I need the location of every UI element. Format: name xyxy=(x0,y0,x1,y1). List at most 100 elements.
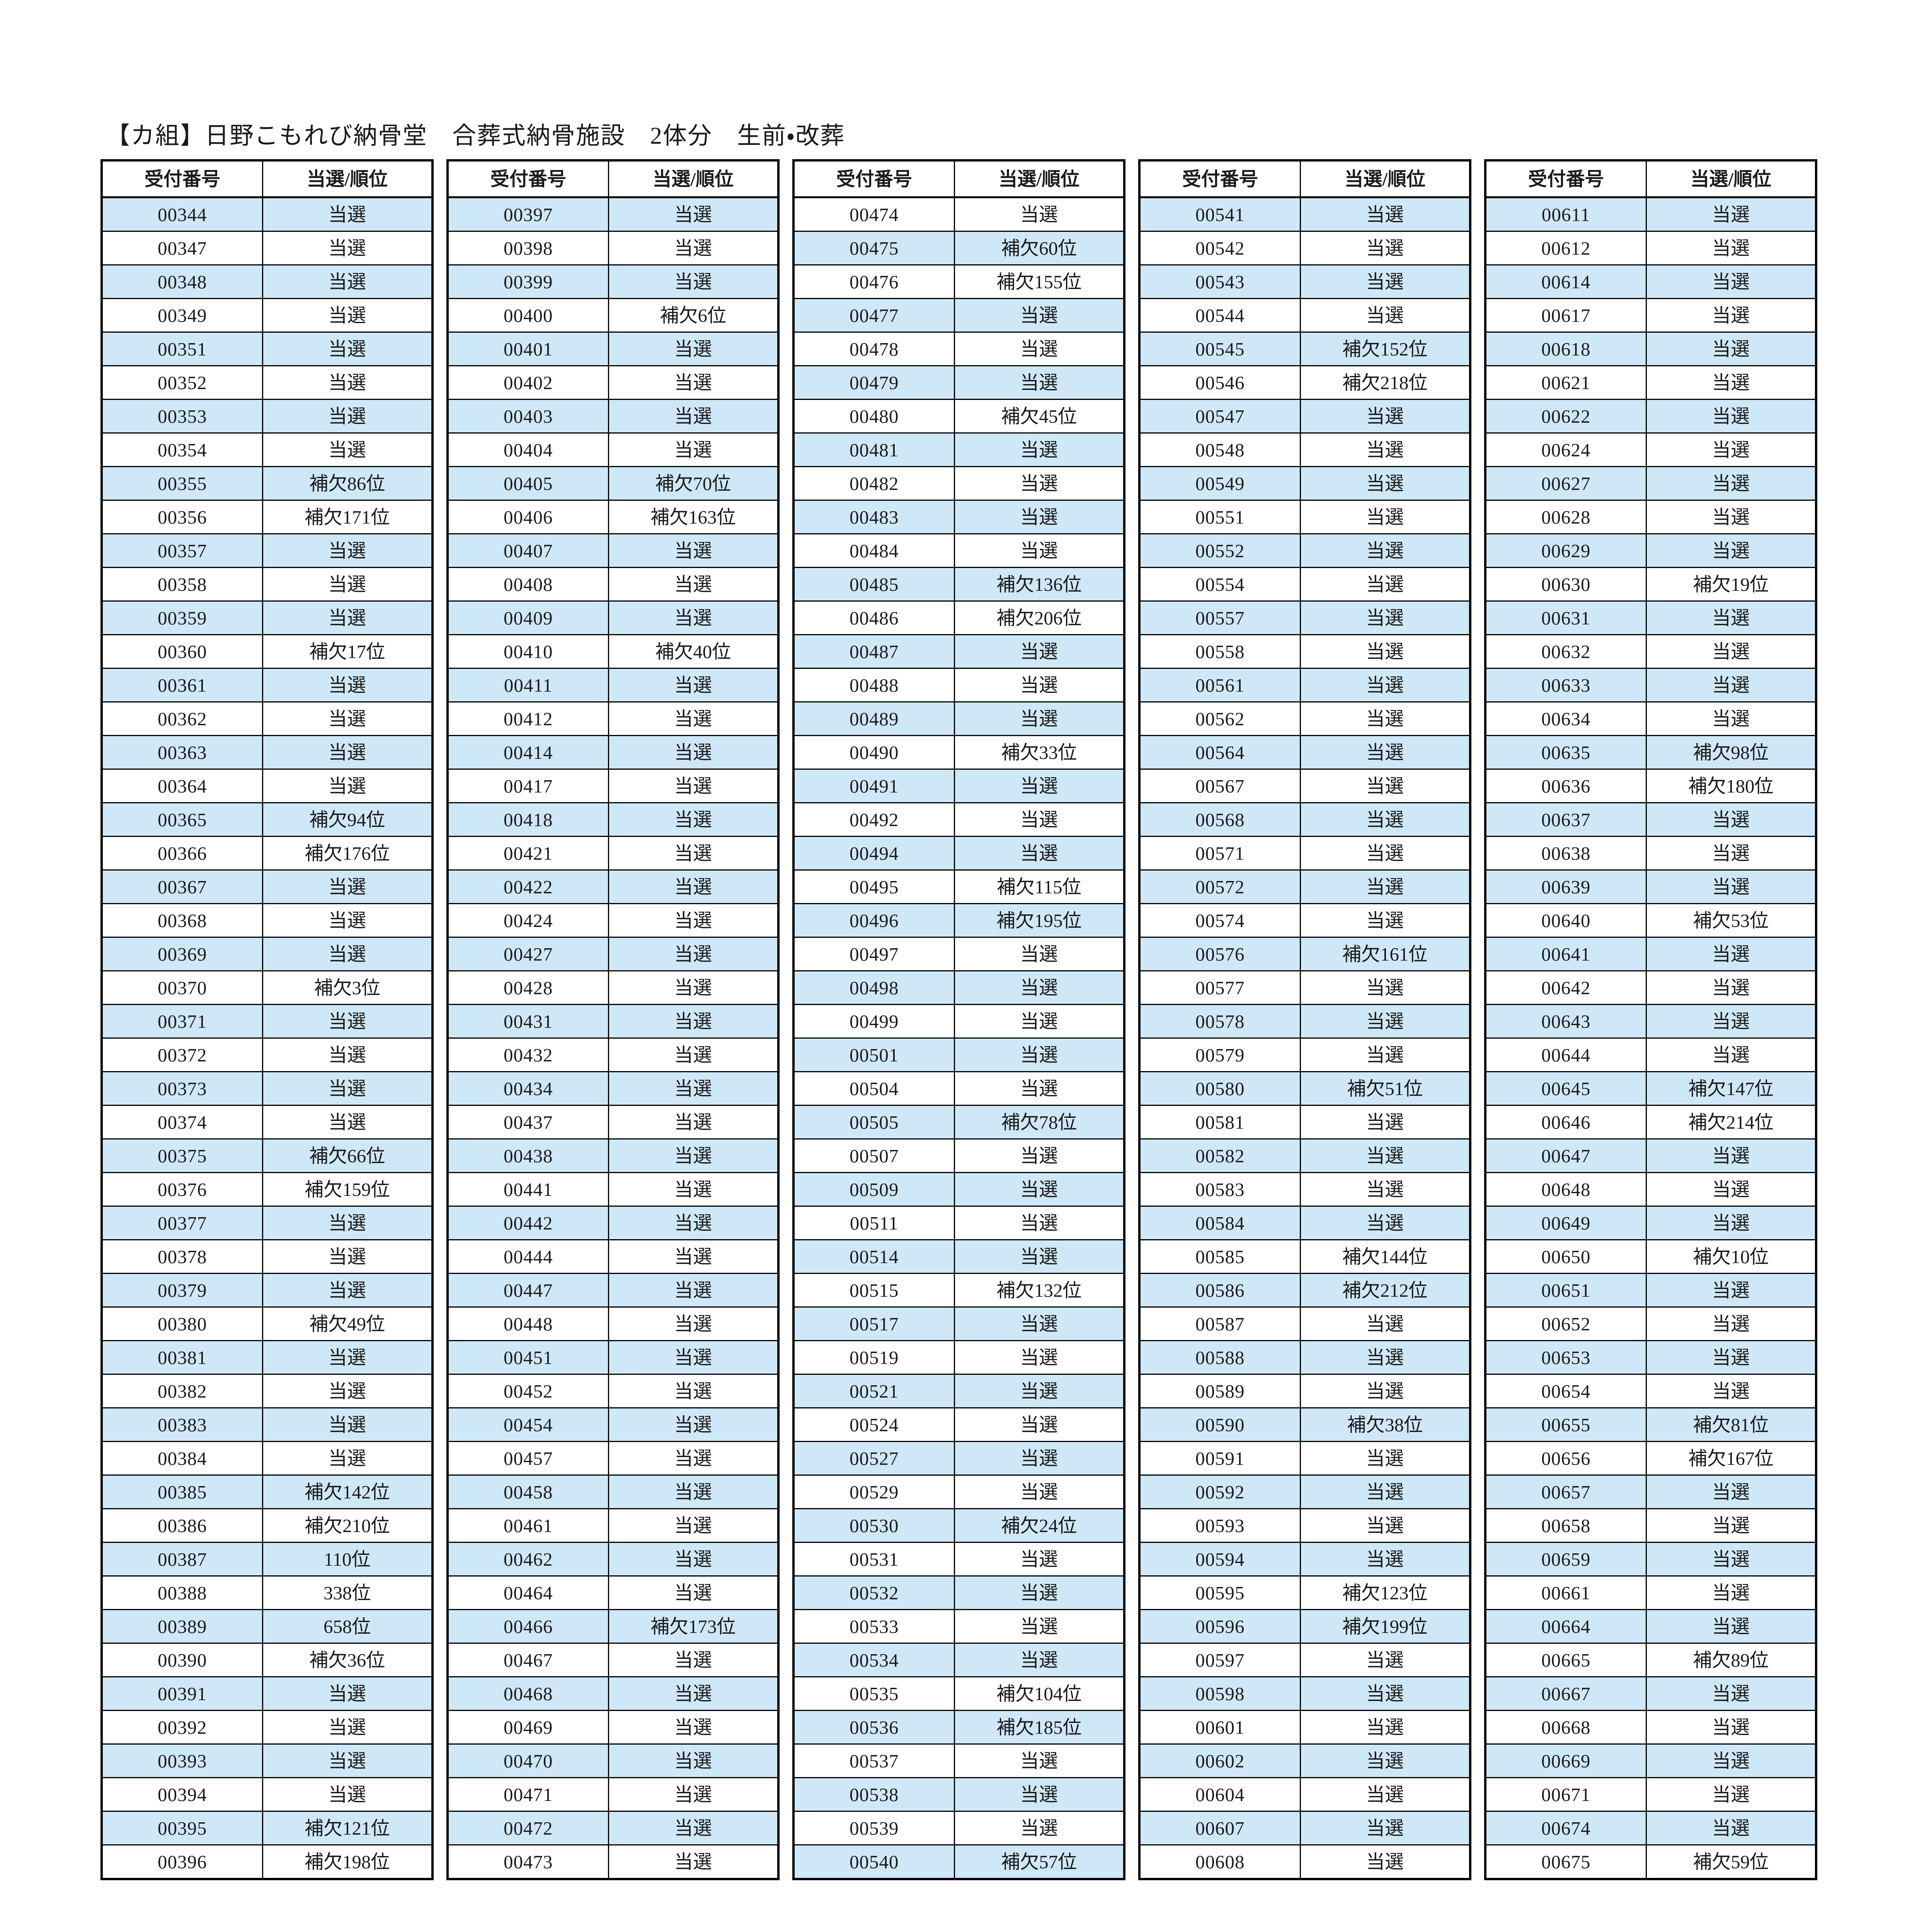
table-row: 00474 当選 xyxy=(793,197,1125,232)
cell-receipt-number: 00597 xyxy=(1139,1643,1301,1677)
cell-result-rank: 当選 xyxy=(1645,1710,1817,1745)
cell-receipt-number: 00636 xyxy=(1485,769,1647,803)
table-row: 00392 当選 xyxy=(101,1710,433,1745)
table-row: 00591 当選 xyxy=(1139,1441,1471,1476)
cell-result-rank: 当選 xyxy=(1299,533,1471,568)
cell-result-rank: 当選 xyxy=(1299,1811,1471,1845)
cell-result-rank: 当選 xyxy=(608,533,779,568)
table-row: 00634 当選 xyxy=(1485,701,1817,736)
cell-result-rank: 当選 xyxy=(1299,1206,1471,1240)
table-row: 00650 補欠10位 xyxy=(1485,1239,1817,1274)
cell-receipt-number: 00598 xyxy=(1139,1676,1301,1711)
table-row: 00408 当選 xyxy=(447,567,779,602)
cell-result-rank: 補欠60位 xyxy=(953,231,1125,265)
cell-result-rank: 補欠53位 xyxy=(1645,903,1817,938)
cell-receipt-number: 00546 xyxy=(1139,365,1301,400)
cell-result-rank: 当選 xyxy=(262,769,433,803)
table-row: 00352 当選 xyxy=(101,365,433,400)
cell-result-rank: 当選 xyxy=(608,197,779,232)
table-row: 00487 当選 xyxy=(793,634,1125,669)
cell-result-rank: 当選 xyxy=(608,668,779,702)
table-row: 00647 当選 xyxy=(1485,1138,1817,1173)
cell-result-rank: 補欠49位 xyxy=(262,1306,433,1341)
cell-result-rank: 補欠10位 xyxy=(1645,1239,1817,1274)
table-row: 00630 補欠19位 xyxy=(1485,567,1817,602)
table-header-row: 受付番号 当選/順位 xyxy=(101,160,433,198)
cell-result-rank: 補欠212位 xyxy=(1299,1273,1471,1308)
cell-result-rank: 当選 xyxy=(953,1172,1125,1207)
table-row: 00655 補欠81位 xyxy=(1485,1407,1817,1442)
cell-receipt-number: 00533 xyxy=(793,1609,955,1644)
cell-result-rank: 補欠210位 xyxy=(262,1508,433,1543)
cell-result-rank: 補欠94位 xyxy=(262,802,433,837)
cell-receipt-number: 00385 xyxy=(101,1475,263,1509)
cell-result-rank: 当選 xyxy=(1645,869,1817,904)
table-row: 00635 補欠98位 xyxy=(1485,735,1817,770)
table-row: 00581 当選 xyxy=(1139,1105,1471,1139)
table-row: 00538 当選 xyxy=(793,1777,1125,1812)
cell-receipt-number: 00354 xyxy=(101,432,263,467)
cell-result-rank: 当選 xyxy=(1645,365,1817,400)
table-row: 00458 当選 xyxy=(447,1475,779,1509)
header-receipt-number: 受付番号 xyxy=(101,160,263,198)
cell-receipt-number: 00348 xyxy=(101,264,263,299)
table-row: 00648 当選 xyxy=(1485,1172,1817,1207)
table-row: 00515 補欠132位 xyxy=(793,1273,1125,1308)
cell-result-rank: 当選 xyxy=(953,466,1125,501)
cell-result-rank: 当選 xyxy=(1299,298,1471,333)
cell-result-rank: 当選 xyxy=(953,634,1125,669)
cell-receipt-number: 00674 xyxy=(1485,1811,1647,1845)
cell-result-rank: 当選 xyxy=(953,298,1125,333)
cell-receipt-number: 00434 xyxy=(447,1071,609,1106)
cell-receipt-number: 00431 xyxy=(447,1004,609,1039)
cell-result-rank: 当選 xyxy=(1645,231,1817,265)
cell-result-rank: 当選 xyxy=(953,1037,1125,1072)
cell-receipt-number: 00469 xyxy=(447,1710,609,1745)
table-row: 00491 当選 xyxy=(793,769,1125,803)
cell-result-rank: 補欠159位 xyxy=(262,1172,433,1207)
cell-receipt-number: 00447 xyxy=(447,1273,609,1308)
cell-receipt-number: 00388 xyxy=(101,1575,263,1610)
cell-result-rank: 当選 xyxy=(608,1777,779,1812)
cell-receipt-number: 00667 xyxy=(1485,1676,1647,1711)
cell-result-rank: 当選 xyxy=(1299,466,1471,501)
cell-receipt-number: 00471 xyxy=(447,1777,609,1812)
cell-receipt-number: 00588 xyxy=(1139,1340,1301,1375)
cell-receipt-number: 00497 xyxy=(793,937,955,971)
cell-receipt-number: 00501 xyxy=(793,1037,955,1072)
cell-result-rank: 補欠132位 xyxy=(953,1273,1125,1308)
table-row: 00376 補欠159位 xyxy=(101,1172,433,1207)
table-row: 00637 当選 xyxy=(1485,802,1817,837)
cell-receipt-number: 00545 xyxy=(1139,332,1301,366)
cell-result-rank: 当選 xyxy=(953,802,1125,837)
cell-receipt-number: 00630 xyxy=(1485,567,1647,602)
cell-result-rank: 当選 xyxy=(953,1643,1125,1677)
cell-receipt-number: 00499 xyxy=(793,1004,955,1039)
cell-result-rank: 当選 xyxy=(1645,701,1817,736)
cell-receipt-number: 00369 xyxy=(101,937,263,971)
table-row: 00375 補欠66位 xyxy=(101,1138,433,1173)
cell-result-rank: 当選 xyxy=(608,1508,779,1543)
cell-result-rank: 当選 xyxy=(1645,1542,1817,1577)
cell-receipt-number: 00579 xyxy=(1139,1037,1301,1072)
cell-receipt-number: 00650 xyxy=(1485,1239,1647,1274)
cell-result-rank: 当選 xyxy=(262,432,433,467)
cell-receipt-number: 00366 xyxy=(101,836,263,871)
cell-result-rank: 補欠185位 xyxy=(953,1710,1125,1745)
cell-result-rank: 補欠173位 xyxy=(608,1609,779,1644)
table-row: 00542 当選 xyxy=(1139,231,1471,265)
cell-result-rank: 当選 xyxy=(608,1306,779,1341)
cell-receipt-number: 00504 xyxy=(793,1071,955,1106)
cell-result-rank: 当選 xyxy=(1645,332,1817,366)
table-row: 00656 補欠167位 xyxy=(1485,1441,1817,1476)
cell-result-rank: 当選 xyxy=(262,1206,433,1240)
table-row: 00374 当選 xyxy=(101,1105,433,1139)
cell-result-rank: 当選 xyxy=(608,735,779,770)
cell-receipt-number: 00452 xyxy=(447,1374,609,1408)
cell-result-rank: 補欠123位 xyxy=(1299,1575,1471,1610)
table-row: 00661 当選 xyxy=(1485,1575,1817,1610)
cell-receipt-number: 00584 xyxy=(1139,1206,1301,1240)
cell-result-rank: 当選 xyxy=(953,197,1125,232)
cell-result-rank: 当選 xyxy=(1299,264,1471,299)
cell-result-rank: 当選 xyxy=(262,1340,433,1375)
